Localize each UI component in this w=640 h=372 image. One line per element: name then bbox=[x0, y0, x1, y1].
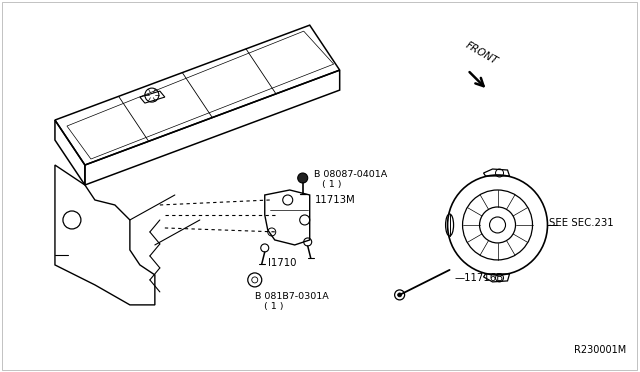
Text: 11713M: 11713M bbox=[315, 195, 355, 205]
Circle shape bbox=[298, 173, 308, 183]
Text: B 08087-0401A: B 08087-0401A bbox=[314, 170, 387, 179]
Text: SEE SEC.231: SEE SEC.231 bbox=[550, 218, 614, 228]
Text: l1710: l1710 bbox=[268, 258, 296, 268]
Text: B 081B7-0301A: B 081B7-0301A bbox=[255, 292, 328, 301]
Text: —11716B: —11716B bbox=[454, 273, 504, 283]
Text: R230001M: R230001M bbox=[575, 345, 627, 355]
Text: FRONT: FRONT bbox=[463, 40, 499, 66]
Text: ( 1 ): ( 1 ) bbox=[322, 180, 341, 189]
Text: ( 1 ): ( 1 ) bbox=[264, 302, 284, 311]
Circle shape bbox=[397, 293, 402, 297]
